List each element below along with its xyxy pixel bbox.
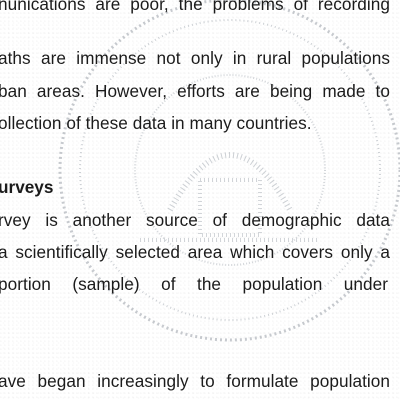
paragraph-line: ollection of these data in many countrie… xyxy=(0,113,312,133)
paragraph-line: a scientifically selected area which cov… xyxy=(0,242,390,262)
paragraph-line: ban areas. However, efforts are being ma… xyxy=(0,81,390,101)
paragraph-line: aths are immense not only in rural popul… xyxy=(0,48,390,68)
section-heading: urveys xyxy=(0,177,54,197)
paragraph-line: nunications are poor, the problems of re… xyxy=(0,0,390,14)
paragraph-line: ave began increasingly to formulate popu… xyxy=(0,371,390,391)
paragraph-line: rvey is another source of demographic da… xyxy=(0,210,390,230)
paragraph-line: portion (sample) of the population under xyxy=(0,274,388,294)
